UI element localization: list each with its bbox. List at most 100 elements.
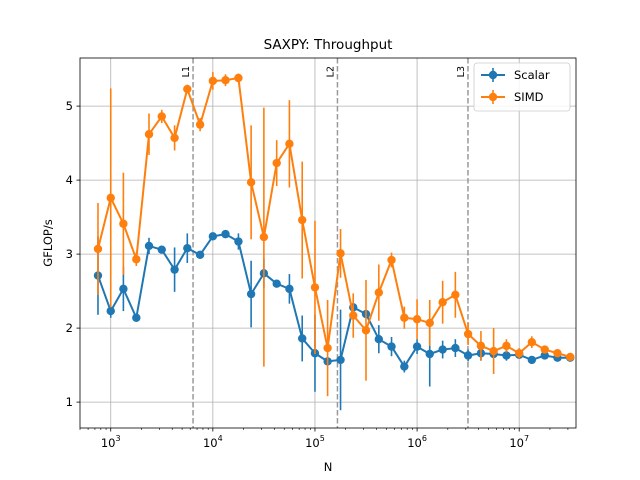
data-point bbox=[514, 349, 524, 358]
y-tick-label: 4 bbox=[66, 173, 73, 187]
data-point bbox=[246, 289, 256, 299]
y-tick-label: 5 bbox=[66, 99, 73, 113]
x-tick-label: 106 bbox=[407, 434, 427, 450]
data-point bbox=[119, 284, 128, 294]
data-point bbox=[208, 76, 218, 86]
data-point bbox=[221, 76, 230, 85]
legend-item-scalar: Scalar bbox=[481, 68, 550, 82]
data-point bbox=[298, 334, 307, 343]
data-point bbox=[489, 346, 498, 356]
x-tick-label: 105 bbox=[305, 434, 325, 450]
data-point bbox=[246, 178, 256, 187]
data-point bbox=[412, 342, 422, 351]
data-point bbox=[157, 112, 166, 121]
x-tick-exponent: 6 bbox=[422, 434, 427, 443]
data-point bbox=[285, 139, 294, 149]
x-tick-base: 10 bbox=[101, 436, 116, 450]
x-tick-label: 107 bbox=[509, 434, 529, 450]
data-point bbox=[527, 355, 537, 365]
data-point bbox=[106, 306, 115, 316]
x-tick-base: 10 bbox=[203, 436, 218, 450]
data-point bbox=[502, 341, 511, 351]
y-tick-label: 3 bbox=[66, 247, 73, 261]
data-point bbox=[438, 298, 447, 307]
vline-label-l3: L3 bbox=[456, 66, 467, 77]
data-point bbox=[183, 84, 192, 94]
data-point bbox=[208, 232, 218, 241]
data-point bbox=[285, 284, 294, 294]
data-point bbox=[310, 283, 320, 292]
data-point bbox=[387, 255, 396, 265]
x-tick-label: 104 bbox=[203, 434, 223, 450]
data-point bbox=[259, 232, 269, 242]
data-point bbox=[336, 355, 345, 365]
data-point bbox=[183, 243, 192, 253]
data-point bbox=[374, 335, 384, 344]
x-tick-base: 10 bbox=[509, 436, 524, 450]
x-axis-label: N bbox=[324, 460, 333, 474]
data-point bbox=[93, 244, 103, 254]
data-point bbox=[119, 219, 128, 228]
data-point bbox=[463, 351, 473, 360]
data-point bbox=[132, 255, 141, 264]
data-point bbox=[451, 343, 460, 353]
y-tick-label: 1 bbox=[66, 395, 73, 409]
x-tick-exponent: 3 bbox=[116, 434, 121, 443]
data-point bbox=[221, 229, 230, 239]
data-point bbox=[412, 315, 422, 324]
data-point bbox=[157, 245, 166, 254]
vline-label-l2: L2 bbox=[325, 66, 336, 77]
y-axis-label: GFLOP/s bbox=[41, 219, 55, 266]
plot-frame bbox=[79, 57, 577, 429]
x-tick-exponent: 4 bbox=[218, 434, 223, 443]
x-tick-base: 10 bbox=[407, 436, 422, 450]
legend-swatch-marker bbox=[488, 70, 498, 80]
data-point bbox=[106, 193, 115, 203]
data-point bbox=[566, 352, 575, 362]
legend-item-simd: SIMD bbox=[481, 90, 544, 104]
data-point bbox=[234, 73, 243, 83]
vline-label-l1: L1 bbox=[181, 66, 192, 77]
legend: Scalar SIMD bbox=[473, 62, 571, 112]
data-point bbox=[502, 351, 511, 360]
y-tick-label: 2 bbox=[66, 321, 73, 335]
data-point bbox=[476, 341, 486, 351]
data-point bbox=[234, 237, 243, 246]
data-point bbox=[463, 329, 473, 339]
data-point bbox=[540, 351, 549, 360]
data-point bbox=[349, 311, 358, 320]
data-point bbox=[425, 318, 434, 328]
data-point bbox=[195, 250, 205, 260]
data-point bbox=[298, 215, 307, 225]
data-point bbox=[425, 349, 434, 359]
data-point bbox=[272, 158, 281, 168]
data-point bbox=[361, 326, 371, 335]
data-point bbox=[144, 241, 154, 251]
cache-level-markers: L1 L2 L3 bbox=[181, 58, 469, 428]
data-point bbox=[323, 343, 332, 353]
x-tick-exponent: 5 bbox=[320, 434, 325, 443]
data-point bbox=[374, 288, 384, 297]
x-tick-exponent: 7 bbox=[524, 434, 529, 443]
data-point bbox=[400, 313, 409, 322]
x-tick-label: 103 bbox=[101, 434, 121, 450]
legend-label: Scalar bbox=[514, 68, 550, 82]
data-point bbox=[400, 362, 409, 371]
series-layer bbox=[93, 72, 575, 411]
data-point bbox=[195, 120, 205, 129]
data-point bbox=[438, 345, 447, 354]
series-simd bbox=[93, 72, 575, 397]
legend-swatch-marker bbox=[488, 92, 498, 102]
x-tick-base: 10 bbox=[305, 436, 320, 450]
data-point bbox=[144, 130, 154, 139]
data-point bbox=[540, 345, 549, 354]
chart-title: SAXPY: Throughput bbox=[264, 37, 393, 53]
data-point bbox=[132, 313, 141, 322]
data-point bbox=[336, 249, 345, 258]
legend-label: SIMD bbox=[514, 90, 544, 104]
data-point bbox=[527, 337, 537, 347]
data-point bbox=[451, 290, 460, 299]
data-point bbox=[387, 342, 396, 351]
